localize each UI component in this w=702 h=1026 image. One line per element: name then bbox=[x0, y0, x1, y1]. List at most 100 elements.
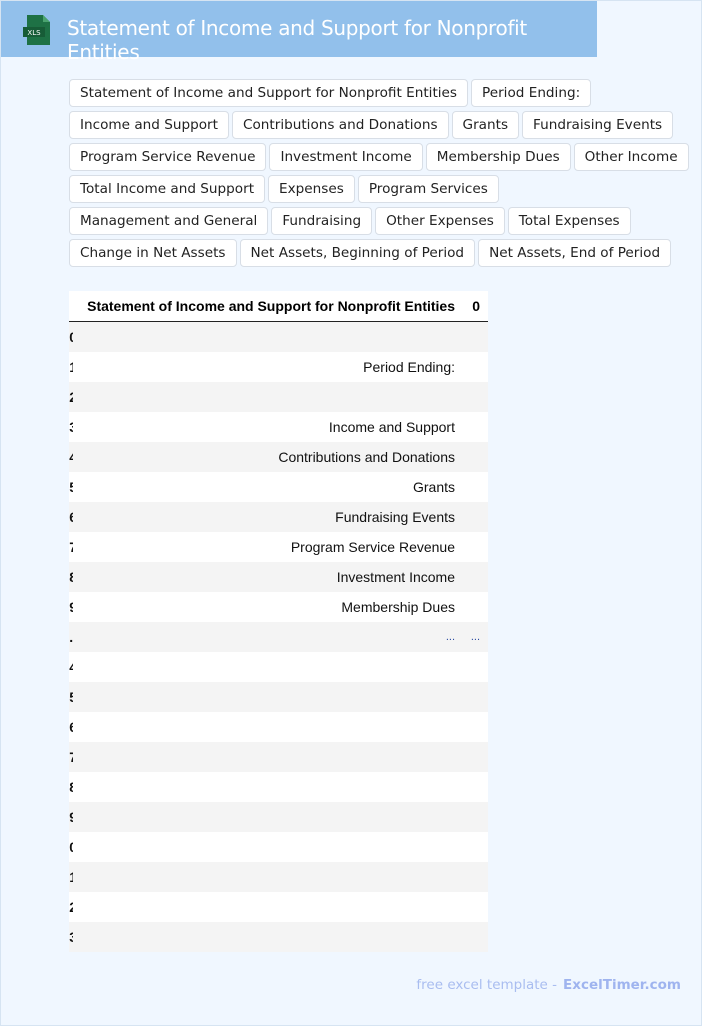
table-row: 4 bbox=[69, 652, 488, 682]
row-index: 7 bbox=[69, 742, 73, 772]
row-index: 8 bbox=[69, 562, 73, 592]
row-index-text: 2 bbox=[69, 892, 73, 922]
table-row: 8 Investment Income bbox=[69, 562, 488, 592]
tag-chip[interactable]: Expenses bbox=[268, 175, 355, 203]
tag-chip[interactable]: Other Income bbox=[573, 143, 689, 171]
row-index: 7 bbox=[69, 532, 73, 562]
table-row: 8 bbox=[69, 772, 488, 802]
tag-chip[interactable]: Management and General bbox=[69, 207, 269, 235]
row-index-text: 0 bbox=[69, 322, 73, 352]
row-index: 3 bbox=[69, 922, 73, 952]
row-index-text: 6 bbox=[69, 712, 73, 742]
row-index: 2 bbox=[69, 382, 73, 412]
row-index-text: 9 bbox=[69, 592, 73, 622]
table-row: 0 bbox=[69, 322, 488, 352]
row-index: 0 bbox=[69, 322, 73, 352]
table-row: ... ... ... bbox=[69, 622, 488, 652]
tag-chip[interactable]: Contributions and Donations bbox=[231, 111, 449, 139]
footer-brand-link[interactable]: ExcelTimer.com bbox=[563, 977, 681, 993]
table-row: 6 bbox=[69, 712, 488, 742]
tag-chip[interactable]: Investment Income bbox=[269, 143, 423, 171]
table-row: 5 bbox=[69, 682, 488, 712]
table-row: 3 Income and Support bbox=[69, 412, 488, 442]
tag-list: Statement of Income and Support for Nonp… bbox=[69, 79, 699, 267]
row-index-text: 4 bbox=[69, 652, 73, 682]
row-index: 4 bbox=[69, 652, 73, 682]
row-index: 2 bbox=[69, 892, 73, 922]
cell: Income and Support bbox=[328, 419, 455, 435]
table-row: 2 bbox=[69, 382, 488, 412]
row-index: 9 bbox=[69, 802, 73, 832]
row-index-text: 2 bbox=[69, 382, 73, 412]
cell: Fundraising Events bbox=[335, 509, 455, 525]
row-index-text: 6 bbox=[69, 502, 73, 532]
row-index-text: 0 bbox=[69, 832, 73, 862]
cell: ... bbox=[445, 631, 455, 643]
row-index-text: 9 bbox=[69, 802, 73, 832]
table-row: 9 Membership Dues bbox=[69, 592, 488, 622]
tag-chip[interactable]: Grants bbox=[451, 111, 520, 139]
table-row: 7 Program Service Revenue bbox=[69, 532, 488, 562]
xls-file-icon: XLS bbox=[23, 15, 50, 45]
table-row: 6 Fundraising Events bbox=[69, 502, 488, 532]
row-index: 1 bbox=[69, 862, 73, 892]
row-index-text: 8 bbox=[69, 562, 73, 592]
tag-chip[interactable]: Program Service Revenue bbox=[69, 143, 267, 171]
row-index-text: ... bbox=[69, 629, 73, 645]
row-index: 6 bbox=[69, 712, 73, 742]
row-index: ... bbox=[69, 622, 73, 652]
tag-chip[interactable]: Net Assets, End of Period bbox=[478, 239, 672, 267]
footer-text: free excel template - bbox=[416, 977, 558, 993]
table-header: Statement of Income and Support for Nonp… bbox=[69, 291, 488, 322]
cell: ... bbox=[470, 631, 480, 643]
column-header: Statement of Income and Support for Nonp… bbox=[87, 298, 455, 314]
table-row: 0 bbox=[69, 832, 488, 862]
tag-chip[interactable]: Membership Dues bbox=[425, 143, 571, 171]
data-table: Statement of Income and Support for Nonp… bbox=[69, 291, 488, 952]
table-row: 7 bbox=[69, 742, 488, 772]
tag-chip[interactable]: Program Services bbox=[357, 175, 499, 203]
row-index-text: 5 bbox=[69, 682, 73, 712]
tag-chip[interactable]: Other Expenses bbox=[375, 207, 505, 235]
row-index: 5 bbox=[69, 472, 73, 502]
page-title: Statement of Income and Support for Nonp… bbox=[67, 16, 527, 64]
row-index-text: 3 bbox=[69, 412, 73, 442]
row-index-text: 1 bbox=[69, 352, 73, 382]
table-row: 1 bbox=[69, 862, 488, 892]
footer: free excel template - ExcelTimer.com bbox=[416, 977, 681, 993]
cell: Membership Dues bbox=[341, 599, 455, 615]
row-index: 3 bbox=[69, 412, 73, 442]
tag-chip[interactable]: Statement of Income and Support for Nonp… bbox=[69, 79, 469, 107]
column-header: 0 bbox=[472, 298, 480, 314]
row-index: 8 bbox=[69, 772, 73, 802]
row-index-text: 8 bbox=[69, 772, 73, 802]
cell: Period Ending: bbox=[363, 359, 455, 375]
row-index: 0 bbox=[69, 832, 73, 862]
cell: Grants bbox=[412, 479, 455, 495]
header-banner: XLS Statement of Income and Support for … bbox=[1, 1, 597, 64]
row-index: 9 bbox=[69, 592, 73, 622]
tag-chip[interactable]: Change in Net Assets bbox=[69, 239, 237, 267]
cell: Investment Income bbox=[336, 569, 455, 585]
cell: Program Service Revenue bbox=[290, 539, 455, 555]
tag-chip[interactable]: Fundraising bbox=[271, 207, 373, 235]
tag-chip[interactable]: Income and Support bbox=[69, 111, 229, 139]
xls-icon-label: XLS bbox=[27, 29, 41, 37]
table-row: 9 bbox=[69, 802, 488, 832]
table-row: 1 Period Ending: bbox=[69, 352, 488, 382]
row-index: 6 bbox=[69, 502, 73, 532]
row-index: 5 bbox=[69, 682, 73, 712]
row-index-text: 3 bbox=[69, 922, 73, 952]
tag-chip[interactable]: Fundraising Events bbox=[522, 111, 674, 139]
table-row: 5 Grants bbox=[69, 472, 488, 502]
row-index: 1 bbox=[69, 352, 73, 382]
row-index-text: 4 bbox=[69, 442, 73, 472]
row-index: 4 bbox=[69, 442, 73, 472]
row-index-text: 1 bbox=[69, 862, 73, 892]
table-row: 3 bbox=[69, 922, 488, 952]
tag-chip[interactable]: Total Income and Support bbox=[69, 175, 266, 203]
tag-chip[interactable]: Total Expenses bbox=[507, 207, 631, 235]
tag-chip[interactable]: Net Assets, Beginning of Period bbox=[239, 239, 476, 267]
tag-chip[interactable]: Period Ending: bbox=[471, 79, 592, 107]
